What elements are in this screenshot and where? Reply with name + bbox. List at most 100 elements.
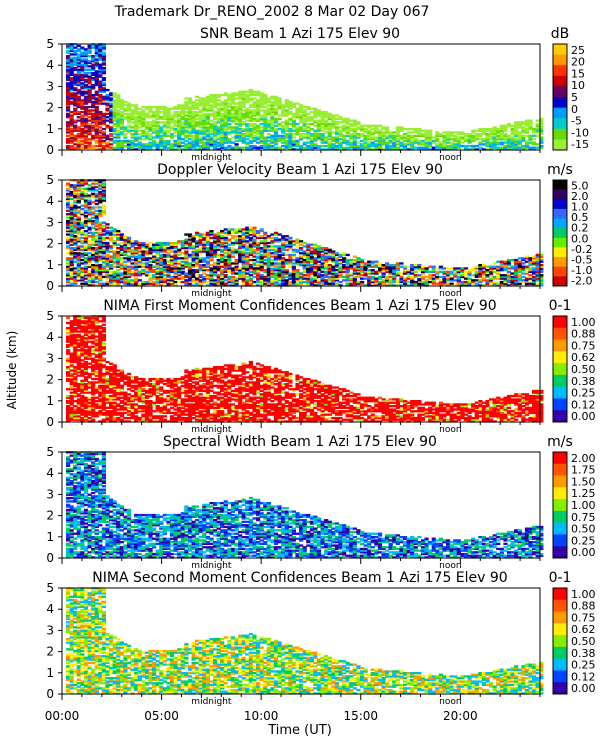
data-cell <box>492 139 497 143</box>
data-cell <box>270 117 275 121</box>
data-cell <box>116 133 121 136</box>
data-cell <box>377 143 383 146</box>
data-cell <box>109 104 114 107</box>
data-cell <box>220 143 225 146</box>
data-cell <box>284 243 289 246</box>
data-cell <box>241 146 246 149</box>
data-cell <box>184 126 189 129</box>
data-cell <box>338 274 343 277</box>
data-cell <box>295 282 300 285</box>
data-cell <box>98 282 103 285</box>
data-cell <box>162 146 167 149</box>
data-cell <box>184 272 189 275</box>
data-cell <box>169 275 175 279</box>
data-cell <box>152 114 157 117</box>
data-cell <box>73 126 78 129</box>
data-cell <box>73 275 78 279</box>
data-cell <box>291 114 296 117</box>
data-cell <box>126 265 132 268</box>
data-cell <box>205 117 210 121</box>
data-cell <box>166 122 171 126</box>
data-cell <box>66 77 71 80</box>
data-cell <box>148 252 153 255</box>
data-cell <box>123 107 128 110</box>
data-cell <box>288 129 293 132</box>
data-cell <box>399 126 404 129</box>
data-cell <box>284 141 289 144</box>
data-cell <box>94 100 99 104</box>
data-cell <box>184 143 189 146</box>
data-cell <box>417 143 422 146</box>
data-cell <box>252 258 257 262</box>
data-cell <box>252 241 257 245</box>
data-cell <box>101 141 106 144</box>
colorbar-segment <box>553 97 567 108</box>
data-cell <box>209 257 214 260</box>
data-cell <box>291 136 296 139</box>
data-cell <box>76 224 81 228</box>
data-cell <box>173 247 178 250</box>
data-cell <box>277 136 282 139</box>
data-cell <box>76 192 81 195</box>
data-cell <box>263 269 268 272</box>
data-cell <box>252 92 257 95</box>
data-cell <box>134 279 139 282</box>
data-cell <box>98 226 103 229</box>
data-cell <box>256 269 261 272</box>
data-cell <box>73 277 78 280</box>
data-cell <box>284 248 289 251</box>
data-cell <box>144 270 150 273</box>
data-cell <box>263 148 268 151</box>
data-cell <box>209 141 214 144</box>
data-cell <box>460 284 465 287</box>
data-cell <box>83 55 89 58</box>
data-cell <box>438 267 443 270</box>
data-cell <box>281 114 286 117</box>
data-cell <box>155 126 160 129</box>
colorbar-segment <box>553 107 567 119</box>
data-cell <box>259 134 264 137</box>
data-cell <box>266 253 271 257</box>
data-cell <box>435 131 440 134</box>
data-cell <box>327 284 332 287</box>
data-cell <box>144 124 150 127</box>
data-cell <box>141 112 146 115</box>
data-cell <box>248 231 253 234</box>
data-cell <box>152 131 157 134</box>
data-cell <box>69 129 74 132</box>
data-cell <box>73 134 78 137</box>
data-cell <box>338 258 343 262</box>
data-cell <box>66 228 71 231</box>
data-cell <box>144 146 150 149</box>
data-cell <box>248 119 253 122</box>
data-cell <box>245 146 250 149</box>
data-cell <box>73 260 78 263</box>
data-cell <box>313 138 318 141</box>
data-cell <box>227 257 232 260</box>
data-cell <box>80 196 85 199</box>
data-cell <box>342 117 347 121</box>
data-cell <box>313 260 318 263</box>
data-cell <box>159 144 164 148</box>
data-cell <box>263 243 268 246</box>
data-cell <box>499 124 504 127</box>
data-cell <box>227 247 232 250</box>
data-cell <box>101 87 106 90</box>
data-cell <box>316 252 322 255</box>
data-cell <box>126 272 132 275</box>
data-cell <box>227 99 232 102</box>
data-cell <box>105 250 110 253</box>
data-cell <box>327 282 332 285</box>
data-cell <box>227 124 232 127</box>
data-cell <box>162 134 167 137</box>
data-cell <box>327 264 332 267</box>
data-cell <box>263 112 268 115</box>
data-cell <box>202 138 207 141</box>
data-cell <box>80 104 85 107</box>
data-cell <box>496 141 501 144</box>
data-cell <box>227 126 232 129</box>
data-cell <box>313 270 318 273</box>
data-cell <box>216 265 221 268</box>
data-cell <box>273 117 279 121</box>
data-cell <box>288 245 293 248</box>
